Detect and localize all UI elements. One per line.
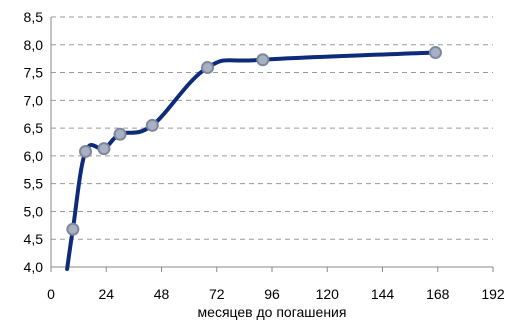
data-point-3 <box>113 127 127 141</box>
data-point-5 <box>201 61 215 75</box>
y-tick-label: 7,0 <box>24 92 44 108</box>
y-tick-label: 4,0 <box>24 259 44 275</box>
x-tick-label: 168 <box>426 286 450 302</box>
data-point-7 <box>428 46 442 60</box>
x-tick-label: 0 <box>47 286 55 302</box>
y-tick-label: 8,5 <box>24 9 44 25</box>
y-tick-label: 5,0 <box>24 203 44 219</box>
y-tick-label: 7,5 <box>24 65 44 81</box>
grid-lines <box>51 16 493 240</box>
x-tick-label: 120 <box>316 286 340 302</box>
y-tick-label: 8,0 <box>24 37 44 53</box>
series-line-0 <box>65 50 438 271</box>
x-tick-label: 144 <box>371 286 395 302</box>
data-point-1 <box>79 144 93 158</box>
x-axis-ticks: 0 24 48 72 96 120 144 168 192 <box>47 267 505 302</box>
x-tick-label: 192 <box>481 286 505 302</box>
y-tick-label: 5,5 <box>24 176 44 192</box>
y-tick-label: 4,5 <box>24 231 44 247</box>
x-axis-title: месяцев до погашения <box>198 304 347 320</box>
data-point-6 <box>256 53 270 67</box>
data-point-2 <box>97 142 111 156</box>
x-tick-label: 72 <box>209 286 225 302</box>
series-group <box>65 46 442 271</box>
data-point-4 <box>145 118 159 132</box>
x-tick-label: 24 <box>98 286 114 302</box>
data-point-0 <box>66 222 80 236</box>
y-tick-label: 6,0 <box>24 148 44 164</box>
y-tick-label: 6,5 <box>24 120 44 136</box>
x-tick-label: 96 <box>264 286 280 302</box>
y-axis-ticks: 4,0 4,5 5,0 5,5 6,0 6,5 7,0 7,5 8,0 8,5 <box>24 9 44 275</box>
x-tick-label: 48 <box>154 286 170 302</box>
